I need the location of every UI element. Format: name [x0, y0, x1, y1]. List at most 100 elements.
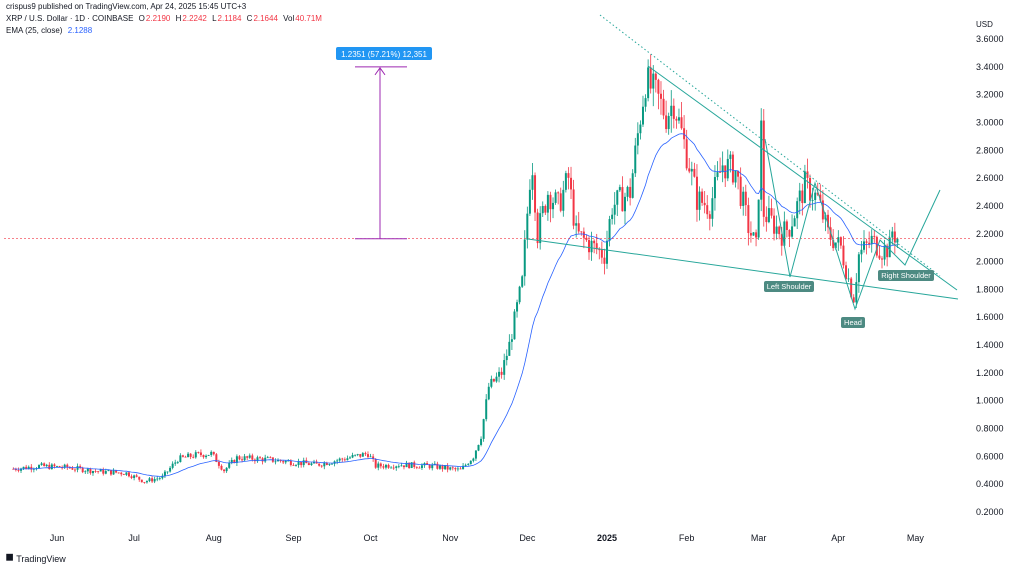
candle-body: [17, 470, 20, 471]
candle-body: [773, 215, 776, 234]
candle-body: [729, 154, 732, 159]
x-tick-label: Aug: [206, 533, 222, 543]
candle-body: [649, 67, 652, 89]
candle-body: [189, 453, 192, 457]
candle-down: [801, 183, 804, 216]
candle-body: [595, 243, 598, 250]
candle-down: [341, 457, 344, 462]
candle-body: [151, 478, 154, 482]
candle-up: [333, 460, 336, 467]
candle-body: [20, 468, 23, 471]
candle-up: [760, 108, 763, 212]
candle-body: [626, 186, 629, 197]
candle-body: [343, 459, 346, 461]
candle-down: [731, 151, 734, 185]
candle-down: [364, 451, 367, 457]
ema-line: EMA (25, close) 2.1288: [6, 26, 95, 35]
candle-body: [755, 232, 758, 238]
candle-body: [104, 471, 107, 474]
candle-down: [392, 464, 395, 470]
candle-body: [516, 302, 519, 312]
candle-down: [192, 454, 195, 459]
candle-body: [593, 240, 596, 244]
candle-body: [827, 214, 830, 228]
candle-down: [672, 98, 675, 129]
candle-up: [513, 309, 516, 340]
candle-up: [711, 186, 714, 227]
candle-body: [726, 158, 729, 179]
candle-up: [166, 471, 169, 475]
candle-body: [282, 461, 285, 463]
candle-down: [343, 457, 346, 462]
volume-label: Vol: [283, 14, 295, 23]
candle-down: [253, 458, 256, 464]
candle-body: [328, 464, 331, 466]
candle-down: [220, 464, 223, 471]
candle-down: [402, 465, 405, 470]
candle-body: [834, 242, 837, 249]
candle-body: [14, 468, 17, 471]
x-tick-label: Sep: [285, 533, 301, 543]
candle-down: [544, 204, 547, 216]
candle-down: [246, 455, 249, 461]
candle-body: [289, 460, 292, 466]
candle-down: [593, 239, 596, 254]
tradingview-brand[interactable]: ⯀ TradingView: [6, 553, 66, 564]
candle-body: [616, 190, 619, 205]
candle-down: [680, 101, 683, 130]
candle-up: [798, 182, 801, 215]
symbol-name[interactable]: XRP / U.S. Dollar · 1D · COINBASE: [6, 14, 134, 23]
candle-down: [701, 188, 704, 206]
candle-down: [788, 229, 791, 247]
candle-up: [228, 460, 231, 469]
candle-body: [338, 458, 341, 461]
candle-body: [644, 98, 647, 107]
candle-body: [464, 464, 467, 466]
candle-body: [143, 482, 146, 483]
candle-body: [541, 206, 544, 214]
candle-body: [374, 459, 377, 468]
candle-body: [30, 466, 33, 470]
candle-down: [852, 294, 855, 303]
candle-down: [48, 462, 51, 470]
candle-up: [855, 273, 858, 308]
y-tick-label: 3.2000: [976, 90, 1004, 100]
candle-body: [117, 472, 120, 474]
candle-body: [855, 282, 858, 303]
candle-body: [549, 194, 552, 210]
ema-label[interactable]: EMA (25, close): [6, 26, 63, 35]
candle-up: [148, 477, 151, 483]
candle-body: [220, 465, 223, 470]
candle-body: [785, 221, 788, 230]
candle-up: [713, 165, 716, 211]
candle-body: [765, 216, 768, 223]
candle-body: [837, 237, 840, 243]
candle-body: [796, 201, 799, 219]
ema-value: 2.1288: [67, 26, 93, 35]
candle-down: [595, 233, 598, 255]
x-tick-label: Jun: [50, 533, 65, 543]
publish-info: crispus9 published on TradingView.com, A…: [6, 2, 249, 11]
candle-up: [438, 464, 441, 470]
candle-down: [382, 463, 385, 470]
candle-down: [181, 454, 184, 458]
candle-body: [816, 192, 819, 195]
candle-body: [780, 234, 783, 246]
candle-body: [84, 471, 87, 473]
candle-down: [197, 451, 200, 454]
candle-body: [852, 297, 855, 303]
candle-body: [770, 208, 773, 216]
candles-group: [12, 54, 899, 484]
candle-body: [426, 463, 429, 465]
candle-up: [480, 436, 483, 447]
candle-body: [428, 464, 431, 469]
candle-body: [295, 465, 298, 466]
candle-body: [783, 221, 786, 246]
candle-up: [328, 463, 331, 467]
candle-up: [477, 444, 480, 452]
candle-up: [860, 240, 863, 263]
candle-body: [505, 355, 508, 361]
candle-body: [125, 472, 128, 475]
candle-up: [554, 189, 557, 205]
